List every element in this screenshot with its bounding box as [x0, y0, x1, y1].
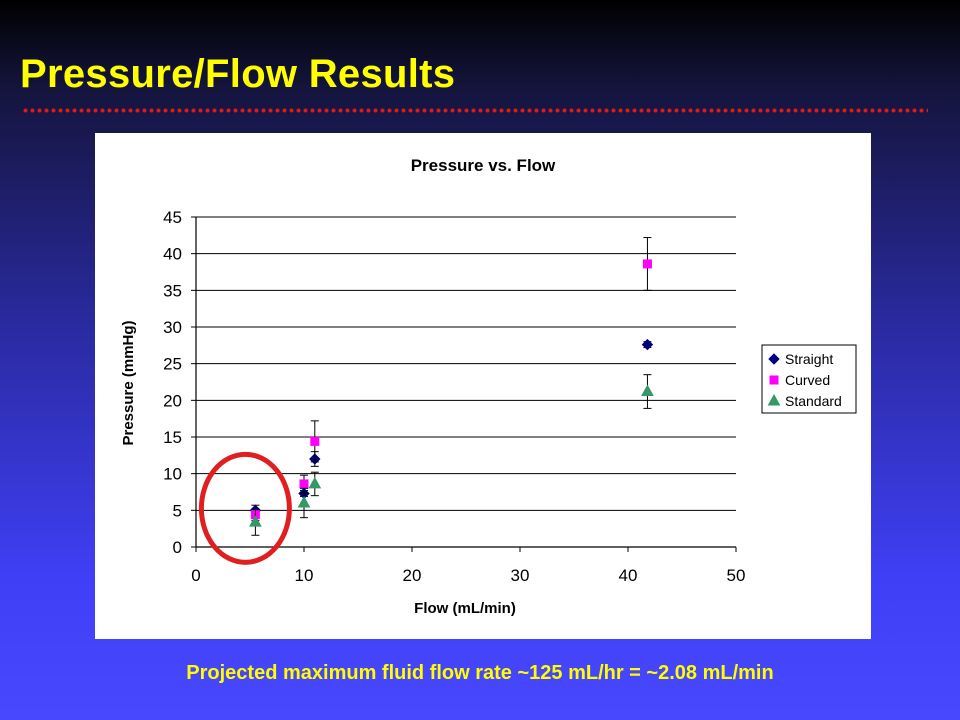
data-point-standard — [297, 495, 311, 508]
title-divider — [22, 108, 928, 113]
y-tick-label: 10 — [163, 465, 182, 484]
chart-legend: Straight Curved Standard — [761, 344, 857, 414]
legend-label: Standard — [785, 393, 842, 409]
data-point-curved — [299, 479, 309, 489]
y-tick-label: 0 — [173, 538, 182, 557]
legend-label: Straight — [785, 351, 833, 367]
pressure-flow-chart: 0 5 10 15 20 25 30 35 40 45 0 10 20 30 40 50 Pressure v… — [120, 156, 857, 617]
series-standard — [249, 374, 654, 536]
x-tick-label: 30 — [511, 566, 530, 585]
legend-marker-curved — [769, 375, 779, 385]
data-point-standard — [249, 515, 262, 527]
data-point-standard — [641, 384, 654, 397]
legend-marker-straight — [768, 353, 780, 365]
chart-panel: 0 5 10 15 20 25 30 35 40 45 0 10 20 30 40 50 Pressure v… — [95, 133, 871, 639]
y-axis-label: Pressure (mmHg) — [120, 320, 137, 445]
y-tick-label: 35 — [163, 281, 182, 300]
x-tick-label: 40 — [619, 566, 638, 585]
axes — [195, 217, 736, 548]
data-point-standard — [308, 476, 322, 489]
tick-labels: 0 5 10 15 20 25 30 35 40 45 0 10 20 30 40 50 — [163, 208, 745, 585]
y-tick-label: 45 — [163, 208, 182, 227]
y-tick-label: 20 — [163, 391, 182, 410]
chart-title: Pressure vs. Flow — [411, 156, 556, 175]
gridlines — [191, 216, 737, 552]
highlight-circle — [198, 451, 292, 565]
series-curved — [250, 237, 652, 522]
y-tick-label: 25 — [163, 355, 182, 374]
data-point-straight — [641, 338, 654, 351]
legend-marker-standard — [767, 393, 781, 406]
x-tick-label: 0 — [191, 566, 200, 585]
footer-note: Projected maximum fluid flow rate ~125 m… — [186, 662, 774, 684]
x-tick-label: 20 — [403, 566, 422, 585]
data-point-curved — [310, 436, 320, 446]
y-tick-label: 40 — [163, 245, 182, 264]
y-tick-label: 30 — [163, 318, 182, 337]
x-tick-label: 50 — [727, 566, 746, 585]
y-tick-label: 15 — [163, 428, 182, 447]
x-axis-label: Flow (mL/min) — [414, 600, 516, 617]
data-point-curved — [642, 259, 652, 269]
legend-label: Curved — [785, 372, 830, 388]
series-straight — [249, 338, 654, 517]
slide-title: Pressure/Flow Results — [20, 52, 456, 96]
y-tick-label: 5 — [173, 501, 182, 520]
data-series — [249, 237, 654, 536]
x-tick-label: 10 — [295, 566, 314, 585]
